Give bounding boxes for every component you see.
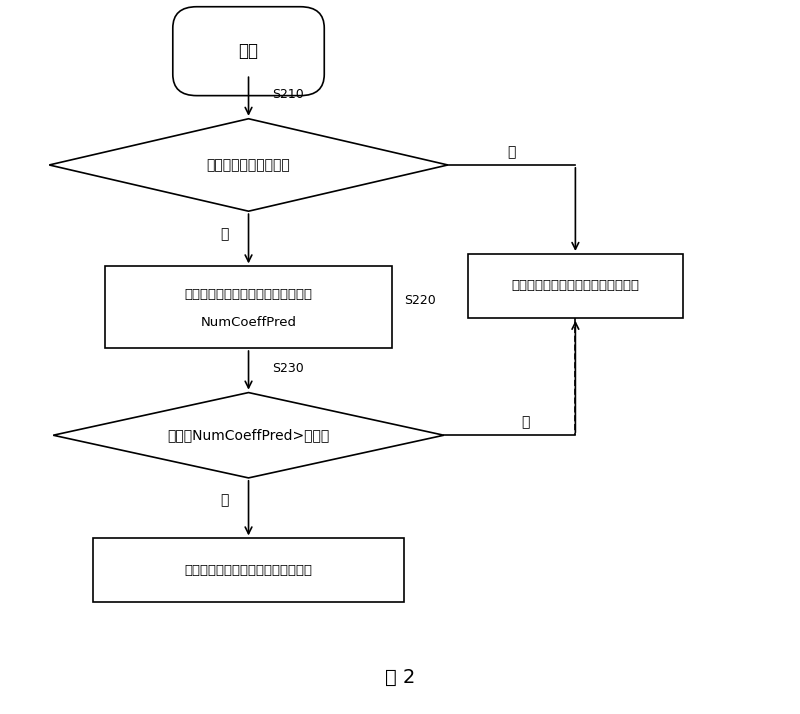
Text: S230: S230 (273, 362, 304, 375)
Text: 否: 否 (220, 227, 229, 241)
Bar (93, 538, 404, 603)
Text: 预测值NumCoeffPred>门限值: 预测值NumCoeffPred>门限值 (167, 428, 330, 442)
Text: 图 2: 图 2 (385, 668, 415, 687)
Text: NumCoeffPred: NumCoeffPred (201, 316, 297, 329)
Text: 采用高精度量化矩阵对残差进行量化: 采用高精度量化矩阵对残差进行量化 (511, 279, 639, 292)
Text: 是: 是 (522, 416, 530, 429)
Text: 当前编码块为起始块？: 当前编码块为起始块？ (206, 158, 290, 172)
Bar (468, 254, 683, 318)
Polygon shape (50, 119, 448, 211)
Text: S210: S210 (273, 88, 304, 101)
Text: 开始: 开始 (238, 42, 258, 60)
Polygon shape (54, 393, 444, 478)
Text: 是: 是 (507, 145, 516, 159)
FancyBboxPatch shape (173, 6, 324, 96)
Text: 否: 否 (220, 493, 229, 508)
Text: 采用低精度量化矩阵对残差进行量化: 采用低精度量化矩阵对残差进行量化 (185, 564, 313, 577)
Text: 获取当前编码块非零系数个数预测值: 获取当前编码块非零系数个数预测值 (185, 288, 313, 301)
Text: S220: S220 (404, 293, 436, 306)
Bar (105, 266, 392, 348)
